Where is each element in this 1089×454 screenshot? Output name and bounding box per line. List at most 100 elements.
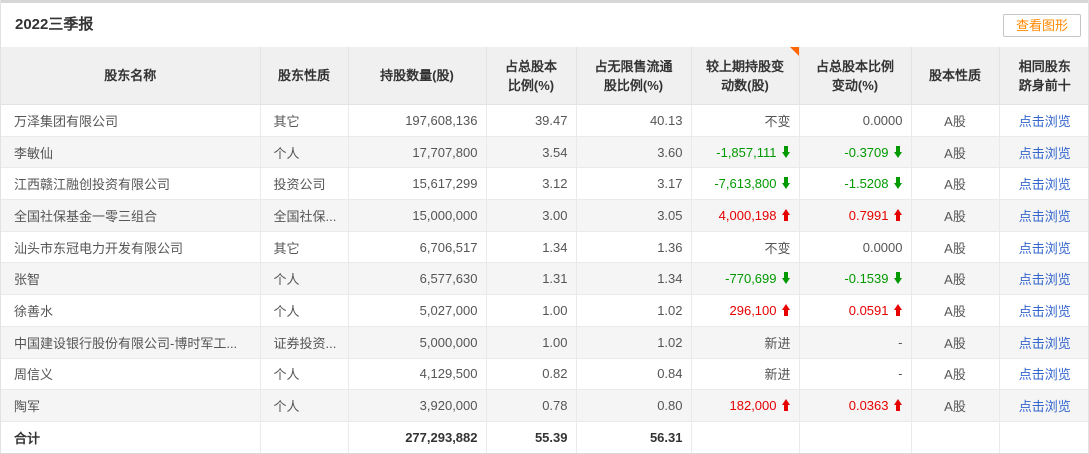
- cell-change_shares: 不变: [690, 104, 800, 137]
- down-arrow-icon: [781, 272, 791, 285]
- cell-change_pct: 0.0000: [798, 104, 912, 137]
- view-same-shareholders-link[interactable]: 点击浏览: [1018, 272, 1071, 288]
- cell-share_type: A股: [910, 104, 1000, 137]
- cell-share_type: A股: [910, 294, 1000, 327]
- table-row: 江西赣江融创投资有限公司 投资公司 15,617,299 3.12 3.17 -7,613…: [1, 167, 1088, 201]
- cell-change_shares: -770,699: [690, 262, 800, 296]
- table-row: 中国建设银行股份有限公司-博时军工... 证券投资... 5,000,000 1.00…: [1, 325, 1088, 359]
- view-same-shareholders-link[interactable]: 点击浏览: [1018, 113, 1071, 129]
- cell-pct_total: 3.00: [485, 199, 577, 232]
- cell-pct_float: 3.60: [575, 135, 692, 169]
- cell-pct_total: 1.31: [485, 262, 577, 296]
- table-row: 陶军 个人 3,920,000 0.78 0.80 182,000 0.0363 A股 点击浏览: [1, 389, 1088, 422]
- cell-same_top10: 点击浏览: [998, 389, 1088, 422]
- down-arrow-icon: [781, 145, 791, 158]
- table-row: 汕头市东冠电力开发有限公司 其它 6,706,517 1.34 1.36 不变 0.0000…: [1, 230, 1088, 264]
- view-same-shareholders-link[interactable]: 点击浏览: [1018, 335, 1071, 351]
- cell-share_type: A股: [910, 262, 1000, 296]
- cell-shares: 5,000,000: [347, 325, 487, 359]
- cell-name: 全国社保基金一零三组合: [1, 199, 261, 232]
- cell-pct_float: 40.13: [575, 104, 692, 137]
- table-body: 万泽集团有限公司 其它 197,608,136 39.47 40.13 不变 0.0000 A…: [1, 104, 1088, 453]
- cell-name: 江西赣江融创投资有限公司: [1, 167, 261, 201]
- cell-change_pct: -1.5208: [798, 167, 912, 201]
- view-same-shareholders-link[interactable]: 点击浏览: [1018, 208, 1071, 224]
- cell-pct_total: 1.34: [485, 230, 577, 264]
- cell-share_type: A股: [910, 167, 1000, 201]
- column-header-shares: 持股数量(股): [347, 47, 487, 105]
- cell-change_pct: [798, 420, 912, 453]
- table-row: 周信义 个人 4,129,500 0.82 0.84 新进 - A股 点击浏览: [1, 357, 1088, 391]
- cell-pct_total: 1.00: [485, 294, 577, 327]
- cell-same_top10: 点击浏览: [998, 104, 1088, 137]
- cell-name: 李敏仙: [1, 135, 261, 169]
- cell-shares: 5,027,000: [347, 294, 487, 327]
- up-arrow-icon: [781, 303, 791, 316]
- cell-share_type: A股: [910, 325, 1000, 359]
- column-header-share_type: 股本性质: [910, 47, 1000, 105]
- column-header-same_top10: 相同股东 跻身前十: [998, 47, 1088, 105]
- column-header-change_pct: 占总股本比例 变动(%): [798, 47, 912, 105]
- up-arrow-icon: [893, 399, 903, 412]
- up-arrow-icon: [893, 303, 903, 316]
- cell-change_shares: 4,000,198: [690, 199, 800, 232]
- view-same-shareholders-link[interactable]: 点击浏览: [1018, 303, 1071, 319]
- view-same-shareholders-link[interactable]: 点击浏览: [1018, 399, 1071, 415]
- cell-nature: 个人: [259, 357, 349, 391]
- cell-name: 周信义: [1, 357, 261, 391]
- down-arrow-icon: [893, 145, 903, 158]
- column-header-nature: 股东性质: [259, 47, 349, 105]
- cell-same_top10: 点击浏览: [998, 199, 1088, 232]
- cell-change_pct: -: [798, 325, 912, 359]
- cell-same_top10: [998, 420, 1088, 453]
- cell-name: 合计: [1, 420, 261, 453]
- cell-same_top10: 点击浏览: [998, 135, 1088, 169]
- table-row: 万泽集团有限公司 其它 197,608,136 39.47 40.13 不变 0.0000 A…: [1, 104, 1088, 137]
- cell-shares: 17,707,800: [347, 135, 487, 169]
- cell-nature: 全国社保...: [259, 199, 349, 232]
- cell-same_top10: 点击浏览: [998, 262, 1088, 296]
- cell-nature: 个人: [259, 262, 349, 296]
- table-row: 李敏仙 个人 17,707,800 3.54 3.60 -1,857,111 -0.3709…: [1, 135, 1088, 169]
- cell-share_type: A股: [910, 135, 1000, 169]
- table-row: 徐善水 个人 5,027,000 1.00 1.02 296,100 0.0591 A股 点击浏…: [1, 294, 1088, 327]
- cell-pct_total: 39.47: [485, 104, 577, 137]
- cell-pct_float: 1.34: [575, 262, 692, 296]
- cell-same_top10: 点击浏览: [998, 357, 1088, 391]
- cell-name: 汕头市东冠电力开发有限公司: [1, 230, 261, 264]
- column-header-name: 股东名称: [1, 47, 261, 105]
- view-same-shareholders-link[interactable]: 点击浏览: [1018, 177, 1071, 193]
- view-chart-button[interactable]: 查看图形: [1002, 14, 1081, 37]
- cell-change_shares: 新进: [690, 357, 800, 391]
- cell-pct_float: 3.05: [575, 199, 692, 232]
- cell-change_pct: -: [798, 357, 912, 391]
- cell-pct_total: 55.39: [485, 420, 577, 453]
- cell-pct_float: 56.31: [575, 420, 692, 453]
- cell-shares: 277,293,882: [347, 420, 487, 453]
- cell-change_shares: 新进: [690, 325, 800, 359]
- cell-change_pct: 0.0000: [798, 230, 912, 264]
- cell-pct_total: 3.12: [485, 167, 577, 201]
- cell-change_shares: -1,857,111: [690, 135, 800, 169]
- cell-share_type: A股: [910, 199, 1000, 232]
- column-header-pct_float: 占无限售流通 股比例(%): [575, 47, 692, 105]
- cell-nature: 证券投资...: [259, 325, 349, 359]
- view-same-shareholders-link[interactable]: 点击浏览: [1018, 240, 1071, 256]
- cell-nature: [259, 420, 349, 453]
- view-same-shareholders-link[interactable]: 点击浏览: [1018, 145, 1071, 161]
- cell-shares: 6,577,630: [347, 262, 487, 296]
- up-arrow-icon: [781, 208, 791, 221]
- page-title: 2022三季报: [15, 16, 94, 33]
- cell-name: 万泽集团有限公司: [1, 104, 261, 137]
- cell-pct_float: 1.02: [575, 294, 692, 327]
- cell-nature: 个人: [259, 389, 349, 422]
- cell-share_type: A股: [910, 230, 1000, 264]
- cell-nature: 个人: [259, 294, 349, 327]
- view-same-shareholders-link[interactable]: 点击浏览: [1018, 367, 1071, 383]
- cell-change_pct: 0.7991: [798, 199, 912, 232]
- cell-name: 张智: [1, 262, 261, 296]
- cell-share_type: A股: [910, 389, 1000, 422]
- cell-change_pct: 0.0591: [798, 294, 912, 327]
- corner-marker-icon: [789, 47, 799, 56]
